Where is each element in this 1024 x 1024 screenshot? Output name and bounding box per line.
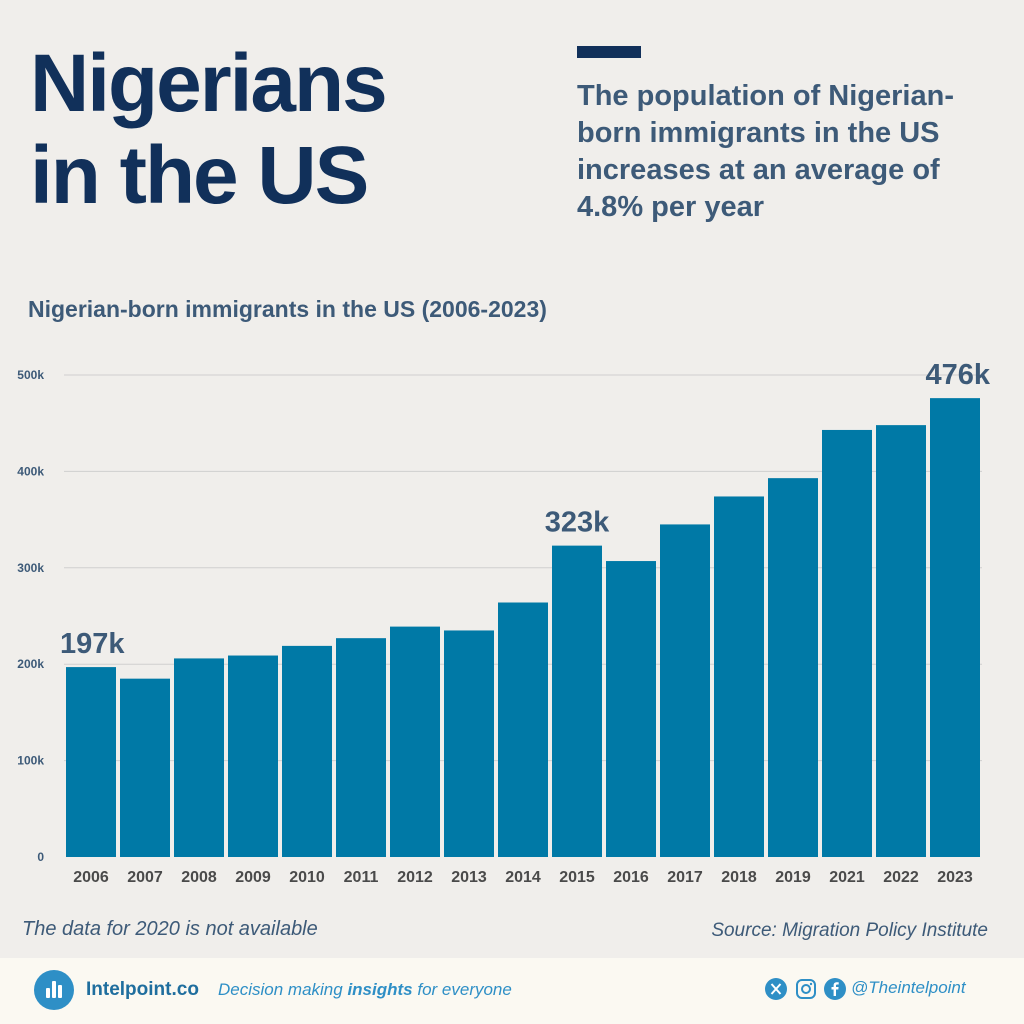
y-tick-label: 0 — [37, 850, 44, 864]
y-tick-label: 500k — [17, 368, 44, 382]
data-label: 197k — [60, 628, 125, 660]
x-tick-label: 2012 — [397, 869, 433, 886]
x-tick-label: 2021 — [829, 869, 865, 886]
bar — [390, 626, 440, 857]
x-tick-label: 2015 — [559, 869, 595, 886]
y-tick-label: 100k — [17, 754, 44, 768]
chart-title: Nigerian-born immigrants in the US (2006… — [28, 296, 547, 322]
x-tick-label: 2008 — [181, 869, 217, 886]
bar — [768, 478, 818, 857]
page-title: Nigerians in the US — [30, 38, 388, 222]
y-tick-label: 200k — [17, 657, 44, 671]
bar — [822, 429, 872, 857]
title-line-1: Nigerians — [30, 38, 388, 129]
bar — [336, 638, 386, 857]
x-tick-label: 2023 — [937, 869, 973, 886]
title-line-2: in the US — [30, 130, 369, 221]
x-tick-label: 2016 — [613, 869, 649, 886]
bar — [66, 667, 116, 857]
bar — [660, 524, 710, 857]
bar — [876, 425, 926, 857]
x-tick-label: 2018 — [721, 869, 757, 886]
x-tick-label: 2014 — [505, 869, 541, 886]
bar — [498, 602, 548, 857]
bar — [174, 658, 224, 857]
bar — [606, 561, 656, 857]
bar — [120, 678, 170, 857]
x-tick-label: 2009 — [235, 869, 271, 886]
tagline-post: for everyone — [412, 980, 512, 999]
bar-chart: 0 100k 200k 300k 400k 500k 2006 2007 2008 2009 201… — [17, 359, 991, 886]
bar — [930, 398, 980, 857]
brand-name[interactable]: Intelpoint.co — [86, 979, 199, 1000]
data-label: 323k — [545, 507, 610, 539]
x-tick-label: 2011 — [344, 869, 379, 886]
missing-data-note: The data for 2020 is not available — [22, 918, 318, 940]
x-tick-label: 2017 — [667, 869, 703, 886]
bar — [552, 545, 602, 857]
bar — [714, 496, 764, 857]
x-icon[interactable] — [765, 978, 787, 1000]
data-label: 476k — [925, 359, 990, 391]
subtitle: The population of Nigerian-born immigran… — [577, 80, 954, 223]
bar — [444, 630, 494, 857]
bar — [228, 655, 278, 857]
brand-logo-icon[interactable] — [34, 970, 74, 1010]
footer: Intelpoint.co Decision making insights f… — [0, 958, 1024, 1024]
tagline-bold: insights — [347, 980, 413, 999]
x-tick-label: 2019 — [775, 869, 811, 886]
x-tick-label: 2013 — [451, 869, 487, 886]
y-tick-label: 300k — [17, 561, 44, 575]
x-tick-label: 2010 — [289, 869, 325, 886]
source-note: Source: Migration Policy Institute — [711, 920, 988, 941]
tagline-pre: Decision making — [218, 980, 348, 999]
y-tick-label: 400k — [17, 464, 44, 478]
instagram-icon[interactable] — [795, 978, 817, 1000]
social-handle[interactable]: @Theintelpoint — [851, 978, 966, 997]
facebook-icon[interactable] — [824, 978, 846, 1000]
x-tick-label: 2007 — [127, 869, 163, 886]
bar — [282, 645, 332, 857]
x-tick-label: 2006 — [73, 869, 109, 886]
x-tick-label: 2022 — [883, 869, 919, 886]
accent-bar — [577, 46, 641, 58]
tagline: Decision making insights for everyone — [218, 980, 512, 1000]
